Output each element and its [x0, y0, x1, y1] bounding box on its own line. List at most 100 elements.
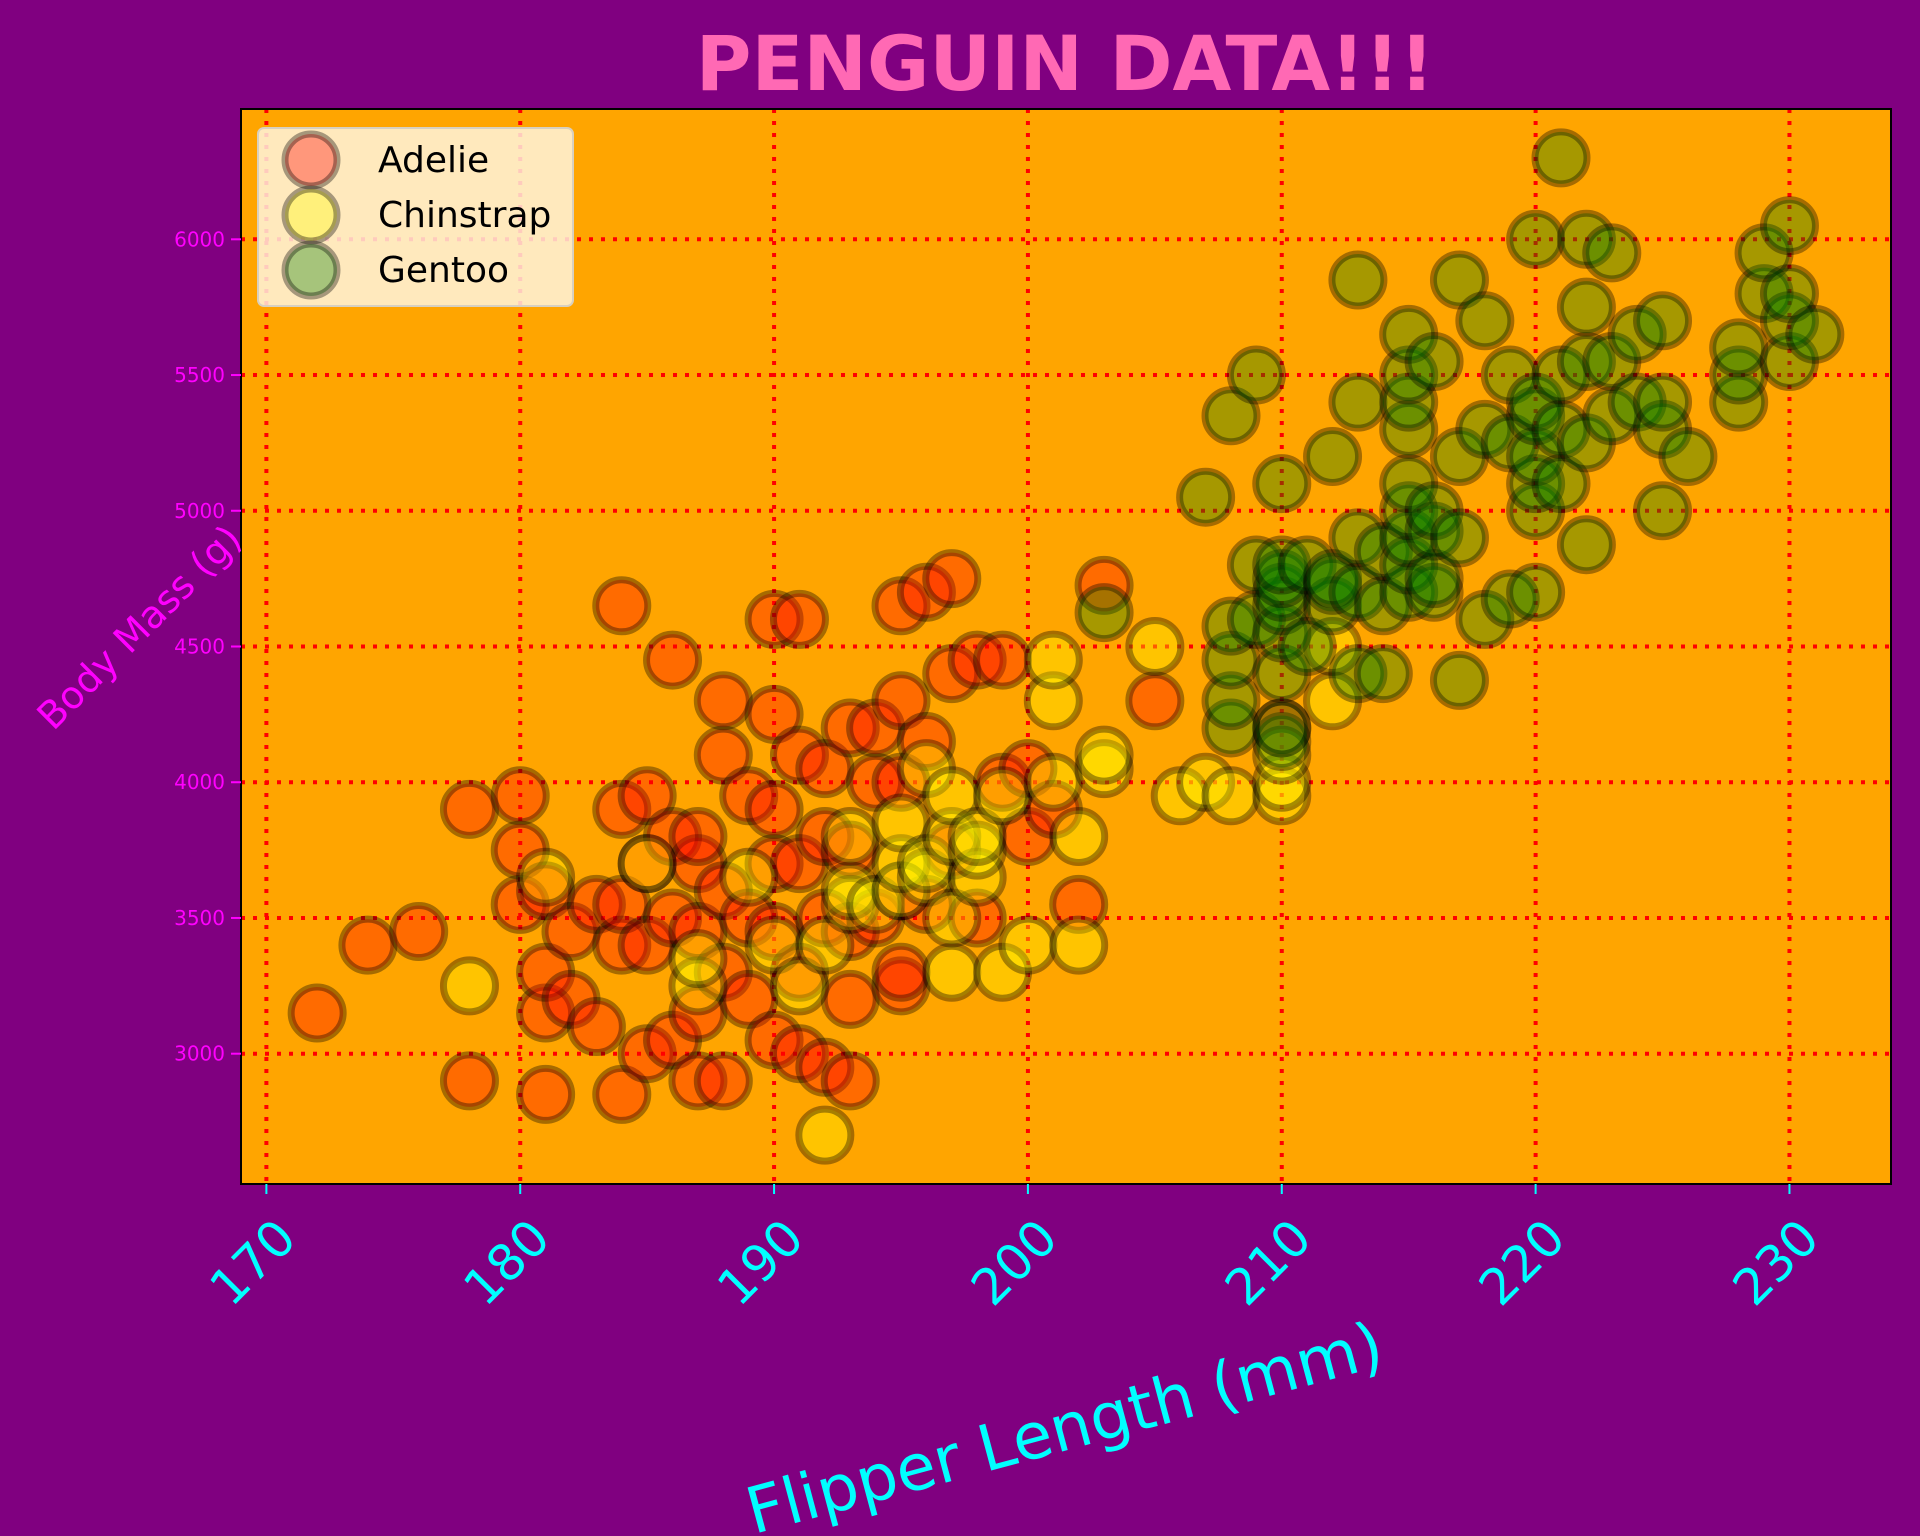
data-point-adelie [490, 874, 550, 934]
data-point-adelie [896, 874, 956, 934]
data-point-gentoo [1226, 535, 1286, 595]
data-point-gentoo [1759, 331, 1819, 391]
data-point-gentoo [1633, 481, 1693, 541]
data-point-gentoo [1531, 345, 1591, 405]
data-point-adelie [1125, 671, 1185, 731]
y-tick-label: 3000 [174, 1042, 225, 1066]
data-point-chinstrap [617, 834, 677, 894]
data-point-adelie [490, 766, 550, 826]
data-point-adelie [998, 739, 1058, 799]
data-point-chinstrap [668, 956, 728, 1016]
data-point-adelie [439, 779, 499, 839]
data-point-gentoo [1480, 413, 1540, 473]
data-point-adelie [719, 766, 779, 826]
data-point-gentoo [1506, 454, 1566, 514]
data-point-adelie [338, 915, 398, 975]
data-point-gentoo [1759, 291, 1819, 351]
data-point-adelie [896, 712, 956, 772]
data-point-adelie [744, 902, 804, 962]
data-point-adelie [896, 562, 956, 622]
data-point-adelie [922, 644, 982, 704]
data-point-adelie [871, 861, 931, 921]
data-point-gentoo [1556, 413, 1616, 473]
data-point-adelie [769, 942, 829, 1002]
data-point-adelie [1023, 779, 1083, 839]
data-point-adelie [592, 1064, 652, 1124]
data-point-gentoo [1303, 555, 1363, 615]
data-point-gentoo [1252, 603, 1312, 663]
data-point-chinstrap [1049, 807, 1109, 867]
data-point-gentoo [1734, 223, 1794, 283]
data-point-gentoo [1328, 250, 1388, 310]
data-point-chinstrap [1049, 915, 1109, 975]
data-point-gentoo [1201, 630, 1261, 690]
data-point-gentoo [1379, 481, 1439, 541]
data-point-adelie [541, 902, 601, 962]
data-point-adelie [643, 888, 703, 948]
data-point-gentoo [1252, 576, 1312, 636]
data-point-adelie [719, 969, 779, 1029]
data-point-gentoo [1379, 399, 1439, 459]
data-point-gentoo [1709, 345, 1769, 405]
data-point-chinstrap [820, 861, 880, 921]
data-point-gentoo [1379, 535, 1439, 595]
data-point-chinstrap [795, 1105, 855, 1165]
data-point-chinstrap [1074, 739, 1134, 799]
data-point-gentoo [1252, 562, 1312, 622]
data-point-gentoo [1429, 426, 1489, 486]
data-point-gentoo [1252, 454, 1312, 514]
data-point-adelie [871, 942, 931, 1002]
data-point-adelie [769, 589, 829, 649]
data-point-gentoo [1353, 521, 1413, 581]
data-point-gentoo [1556, 209, 1616, 269]
data-point-adelie [769, 1024, 829, 1084]
data-point-chinstrap [769, 956, 829, 1016]
data-point-chinstrap [896, 834, 956, 894]
data-point-gentoo [1303, 576, 1363, 636]
data-point-chinstrap [1252, 766, 1312, 826]
data-point-adelie [617, 834, 677, 894]
data-point-chinstrap [947, 847, 1007, 907]
y-axis-ticks: 3000 3500 4000 4500 5000 5500 6000 [174, 227, 241, 1066]
data-point-gentoo [1379, 454, 1439, 514]
data-point-adelie [871, 576, 931, 636]
data-point-adelie [922, 549, 982, 609]
data-points [287, 128, 1845, 1165]
data-point-gentoo [1277, 617, 1337, 676]
legend-markers [281, 130, 341, 300]
data-point-adelie [820, 969, 880, 1029]
y-tick-label: 4000 [174, 770, 225, 794]
data-point-adelie [693, 1051, 753, 1111]
y-tick-label: 6000 [174, 227, 225, 251]
data-point-gentoo [1379, 345, 1439, 405]
data-point-chinstrap [871, 834, 931, 894]
data-point-adelie [693, 942, 753, 1002]
data-point-adelie [795, 739, 855, 799]
data-point-adelie [643, 807, 703, 867]
data-point-chinstrap [896, 739, 956, 799]
data-point-adelie [947, 888, 1007, 948]
data-point-gentoo [1429, 650, 1489, 710]
data-point-gentoo [1506, 209, 1566, 269]
data-point-gentoo [1429, 250, 1489, 310]
data-point-chinstrap [922, 766, 982, 826]
data-point-adelie [516, 1064, 576, 1124]
data-point-chinstrap [1303, 617, 1363, 676]
y-tick-label: 5500 [174, 363, 225, 387]
data-point-chinstrap [744, 915, 804, 975]
data-point-chinstrap [795, 915, 855, 975]
data-point-chinstrap [896, 847, 956, 907]
data-point-gentoo [1531, 454, 1591, 514]
data-point-adelie [490, 820, 550, 880]
legend: Adelie Chinstrap Gentoo [257, 127, 574, 307]
data-point-gentoo [1201, 671, 1261, 731]
y-tick-label: 5000 [174, 499, 225, 523]
data-point-chinstrap [1150, 766, 1210, 826]
series-chinstrap [439, 617, 1363, 1165]
data-point-chinstrap [871, 861, 931, 921]
data-point-gentoo [1252, 698, 1312, 758]
data-point-chinstrap [922, 807, 982, 867]
series-adelie [287, 549, 1312, 1124]
data-point-adelie [820, 820, 880, 880]
data-point-gentoo [1759, 196, 1819, 256]
